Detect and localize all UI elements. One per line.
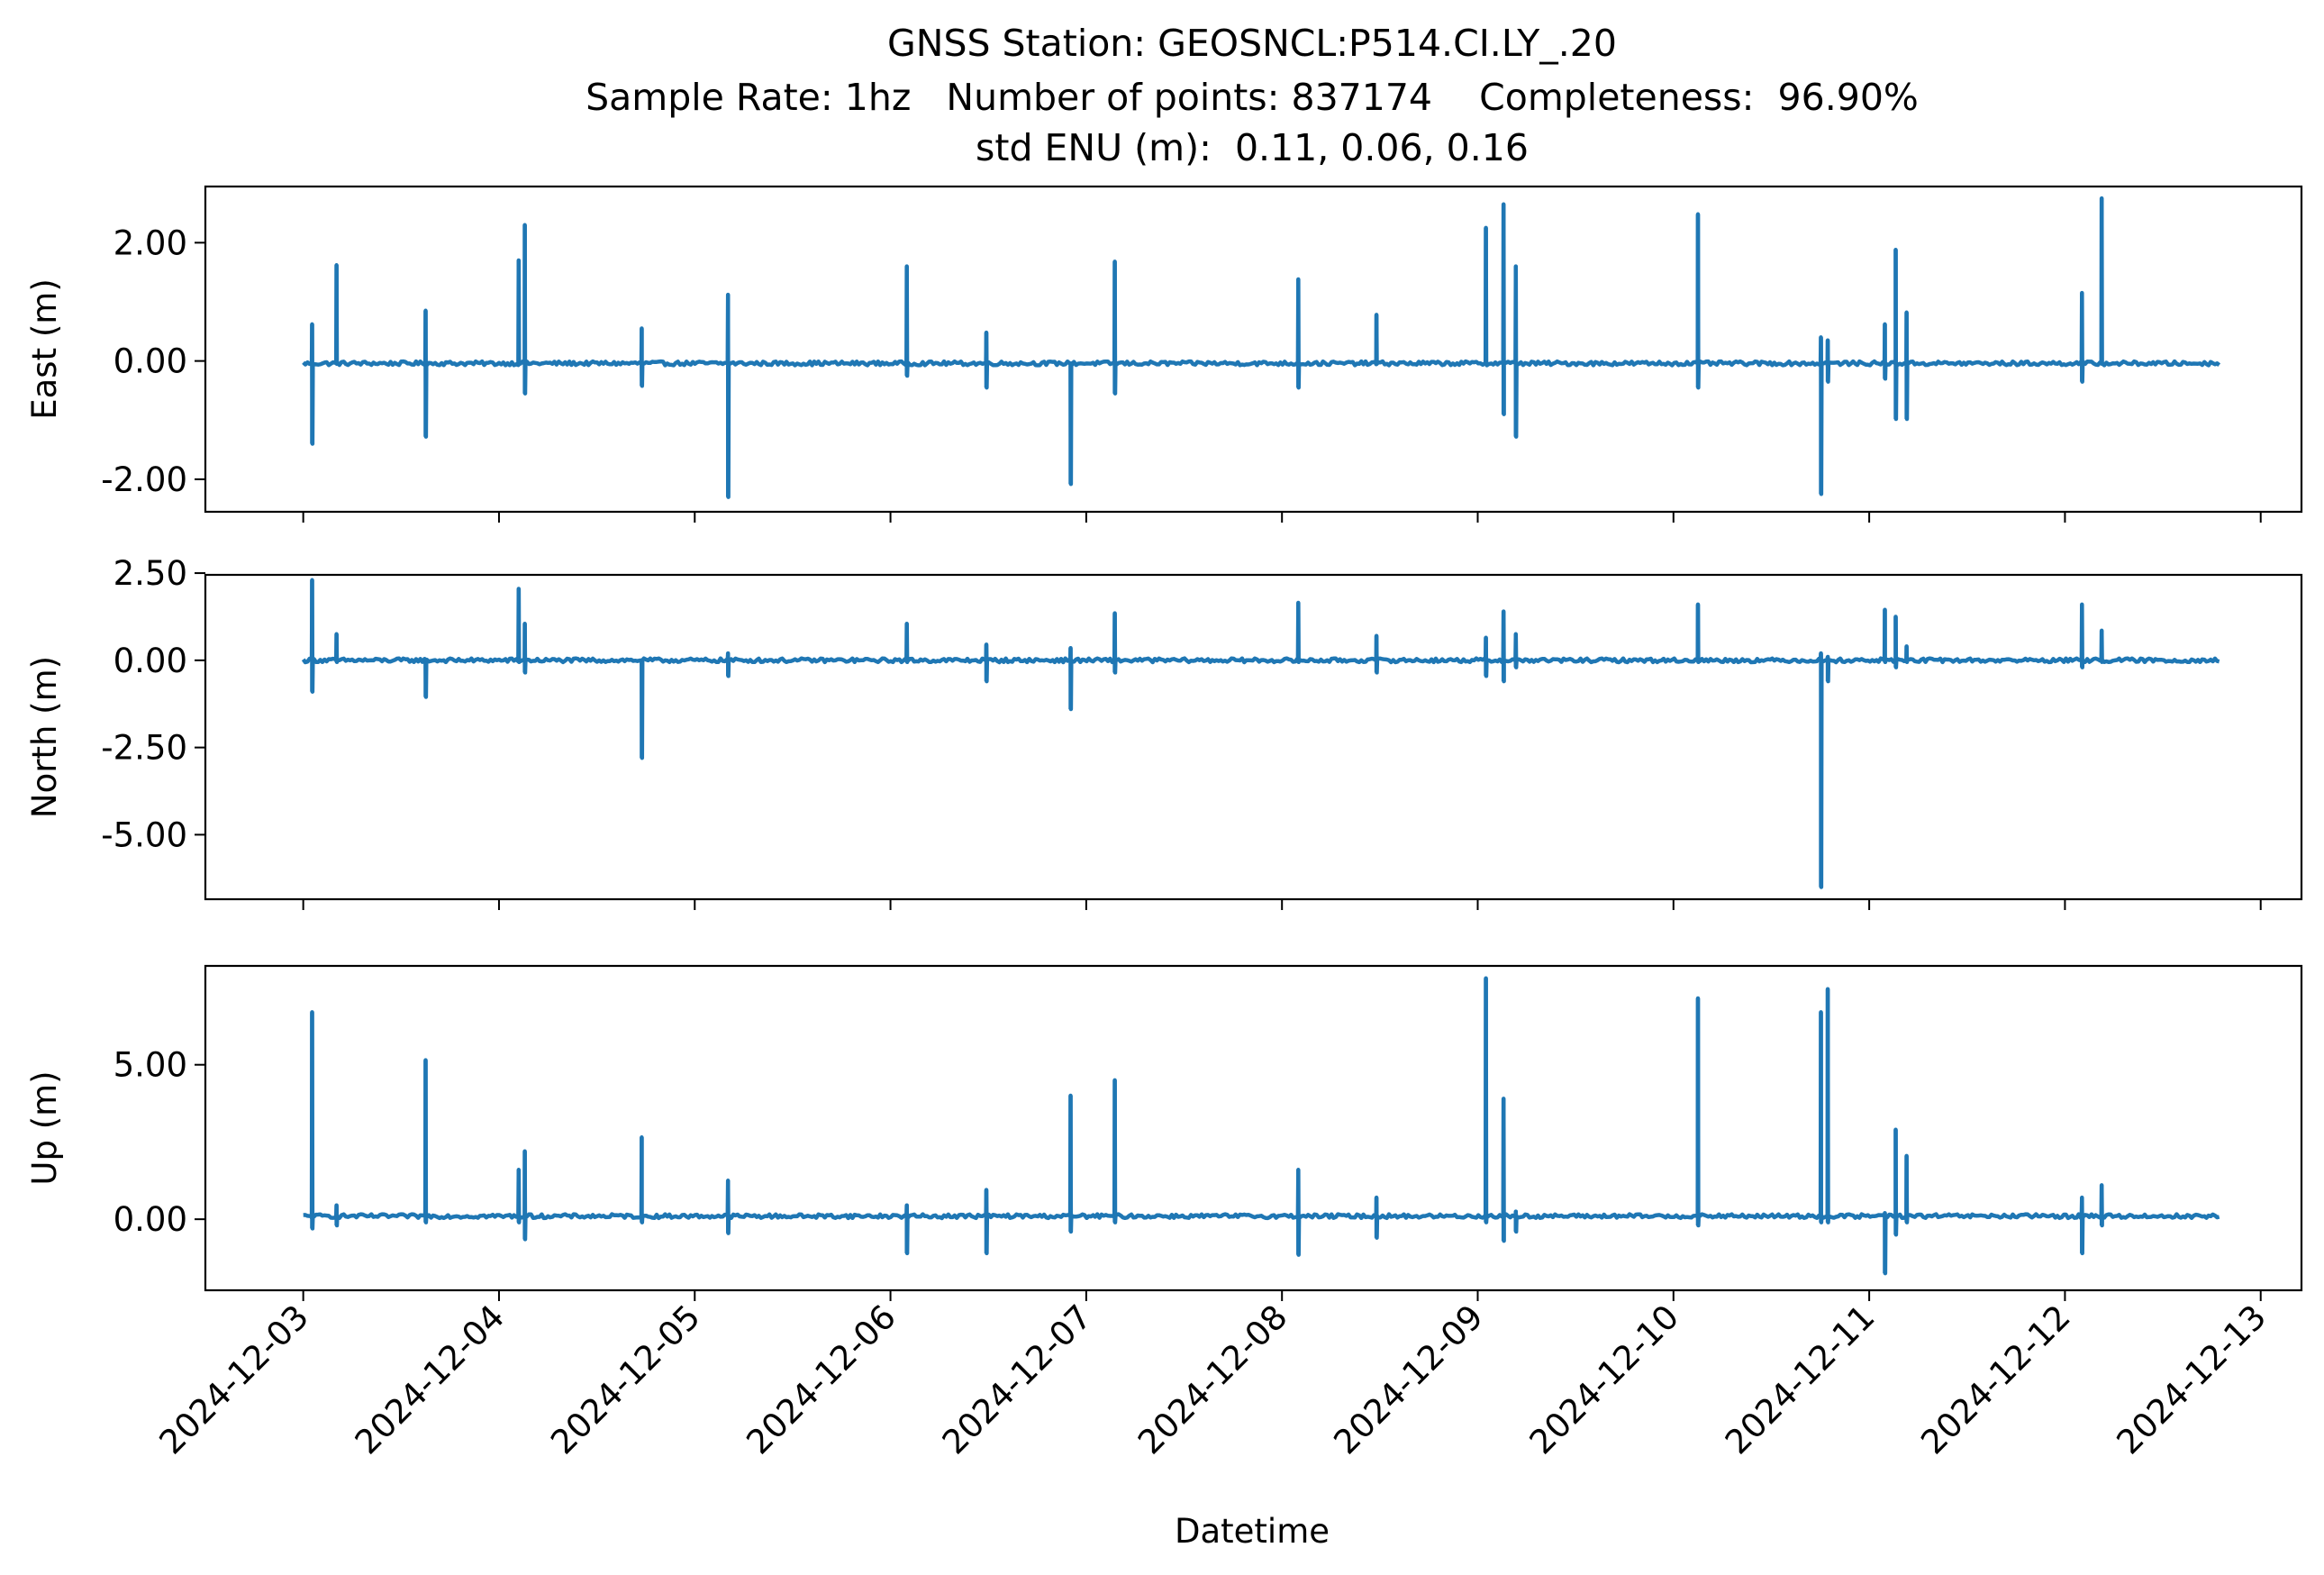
xtick-label: 2024-12-08 bbox=[1130, 1297, 1294, 1461]
east-series-line bbox=[302, 196, 2221, 499]
x-axis-label: Datetime bbox=[1175, 1512, 1330, 1551]
north-series-line bbox=[301, 578, 2220, 889]
up-axes-frame bbox=[204, 964, 2303, 1292]
xtick-label: 2024-12-04 bbox=[348, 1297, 512, 1461]
xtick-label: 2024-12-03 bbox=[152, 1297, 316, 1461]
up-ytick-label: 0.00 bbox=[113, 1200, 187, 1239]
xtick-label: 2024-12-09 bbox=[1326, 1297, 1490, 1461]
east-ylabel: East (m) bbox=[25, 278, 64, 420]
xtick-label: 2024-12-07 bbox=[935, 1297, 1099, 1461]
east-axes-frame bbox=[204, 185, 2303, 514]
up-ylabel: Up (m) bbox=[25, 1070, 64, 1185]
figure-title-line-3: std ENU (m): 0.11, 0.06, 0.16 bbox=[976, 126, 1529, 169]
xtick-label: 2024-12-11 bbox=[1718, 1297, 1882, 1461]
figure-title-line-2: Sample Rate: 1hz Number of points: 83717… bbox=[586, 76, 1919, 119]
north-ytick-label: -2.50 bbox=[101, 729, 187, 768]
xtick-label: 2024-12-05 bbox=[543, 1297, 707, 1461]
north-axes-frame bbox=[204, 573, 2303, 901]
north-ylabel: North (m) bbox=[25, 656, 64, 818]
xtick-label: 2024-12-06 bbox=[739, 1297, 903, 1461]
figure-title-line-1: GNSS Station: GEOSNCL:P514.CI.LY_.20 bbox=[887, 22, 1617, 65]
east-ytick-label: 0.00 bbox=[113, 342, 187, 381]
xtick-label: 2024-12-12 bbox=[1913, 1297, 2077, 1461]
north-panel: -5.00 -2.50 0.00 2.50 North (m) bbox=[25, 554, 2303, 910]
east-ytick-label: -2.00 bbox=[101, 460, 187, 499]
east-ytick-label: 2.00 bbox=[113, 223, 187, 262]
up-ytick-label: 5.00 bbox=[113, 1046, 187, 1085]
xtick-label: 2024-12-10 bbox=[1522, 1297, 1686, 1461]
north-ytick-label: 2.50 bbox=[113, 554, 187, 593]
north-ytick-label: -5.00 bbox=[101, 815, 187, 854]
xtick-label: 2024-12-13 bbox=[2110, 1297, 2274, 1461]
east-panel: -2.00 0.00 2.00 East (m) bbox=[25, 185, 2303, 523]
up-series-line bbox=[303, 976, 2220, 1276]
north-ytick-label: 0.00 bbox=[113, 642, 187, 680]
